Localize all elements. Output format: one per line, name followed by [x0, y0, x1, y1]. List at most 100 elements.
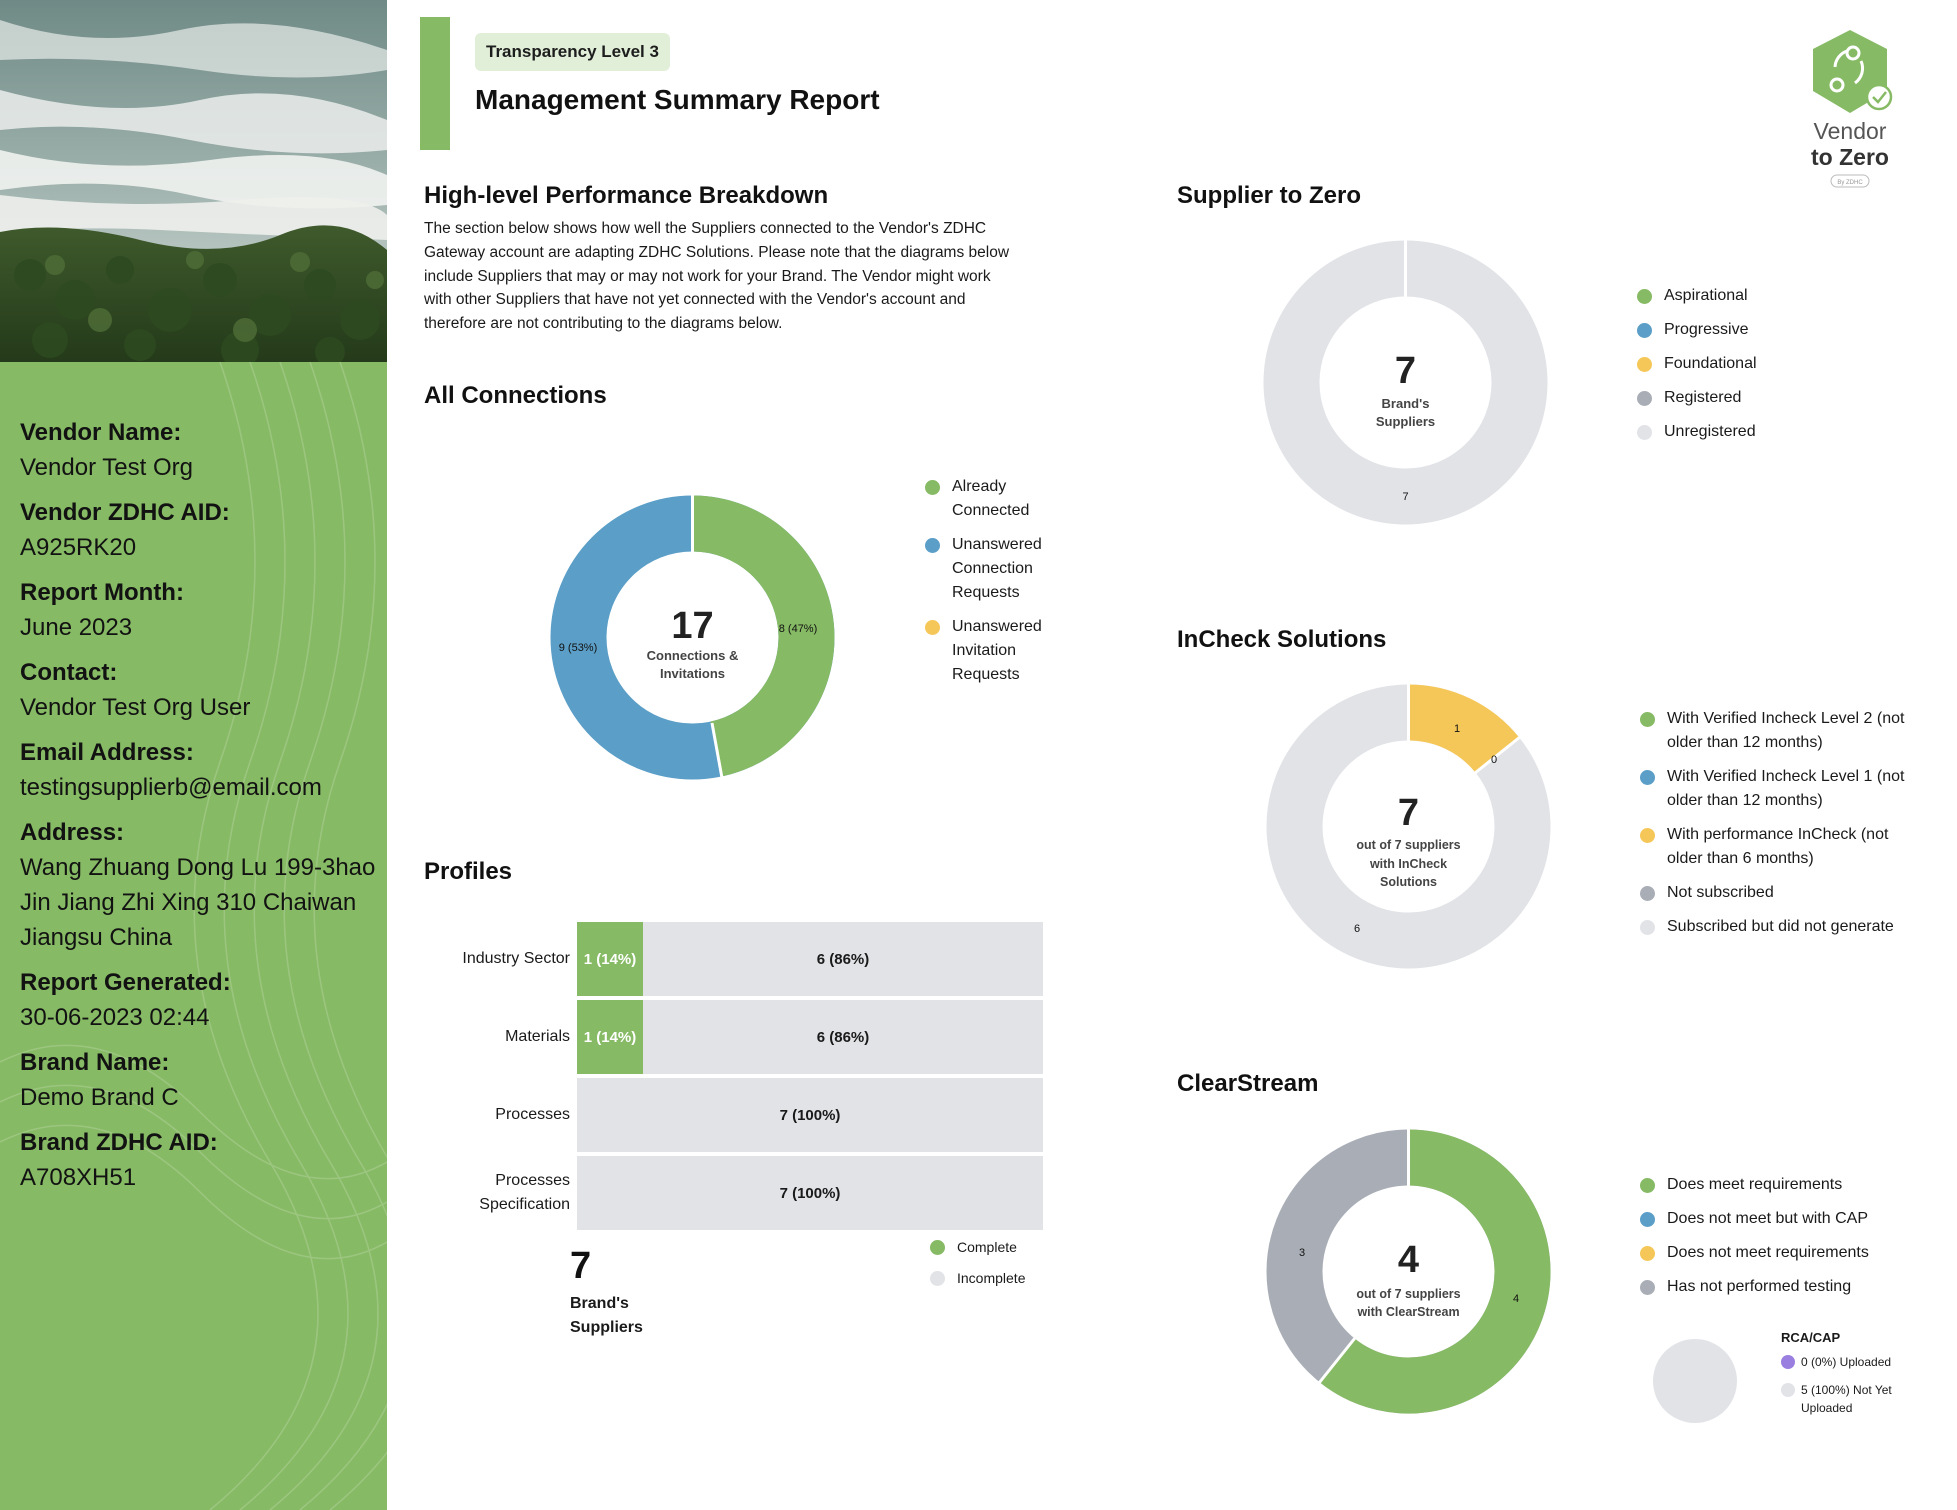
brand-aid-label: Brand ZDHC AID: — [20, 1129, 218, 1156]
sidebar: Vendor Name: Vendor Test Org Vendor ZDHC… — [0, 0, 387, 1510]
profile-row-processes-specification: Processes Specification 7 (100%) — [440, 1156, 1045, 1230]
all-connections-green-label: 8 (47%) — [779, 623, 818, 635]
all-connections-center-line2: Invitations — [660, 666, 725, 681]
legend-subscribed-not-generated: Subscribed but did not generate — [1640, 915, 1920, 939]
rca-cap-pie — [1653, 1339, 1737, 1423]
profiles-legend: Complete Incomplete — [930, 1235, 1070, 1290]
rca-uploaded-legend: 0 (0%) Uploaded — [1781, 1353, 1891, 1371]
incheck-yellow-label: 1 — [1454, 723, 1460, 735]
legend-foundational: Foundational — [1637, 352, 1877, 376]
legend-verified-level-1: With Verified Incheck Level 1 (not older… — [1640, 765, 1920, 813]
clearstream-donut: 4 out of 7 suppliers with ClearStream 4 … — [1266, 1129, 1551, 1414]
rca-not-uploaded-slice — [1653, 1339, 1737, 1423]
vendor-info: Vendor Name: Vendor Test Org Vendor ZDHC… — [20, 415, 380, 1195]
legend-not-meet-requirements: Does not meet requirements — [1640, 1241, 1920, 1265]
legend-not-meet-with-cap: Does not meet but with CAP — [1640, 1207, 1920, 1231]
page-title: Management Summary Report — [475, 84, 880, 115]
logo-tag: By ZDHC — [1837, 180, 1863, 186]
rca-not-uploaded-legend: 5 (100%) Not Yet Uploaded — [1781, 1381, 1892, 1417]
clearstream-legend: Does meet requirements Does not meet but… — [1640, 1173, 1920, 1309]
transparency-level-badge: Transparency Level 3 — [475, 33, 670, 71]
profile-row-industry-sector: Industry Sector 1 (14%) 6 (86%) — [440, 922, 1045, 996]
profile-complete-bar: 1 (14%) — [577, 922, 643, 996]
profile-row-materials: Materials 1 (14%) 6 (86%) — [440, 1000, 1045, 1074]
legend-not-subscribed: Not subscribed — [1640, 881, 1920, 905]
logo-line1: Vendor — [1814, 118, 1887, 144]
clearstream-center-line1: out of 7 suppliers — [1356, 1287, 1460, 1301]
supplier-to-zero-slice-label: 7 — [1402, 491, 1408, 503]
profile-label: Processes Specification — [479, 1172, 570, 1213]
clearstream-gray-label: 3 — [1299, 1247, 1305, 1259]
profiles-total-label: Brand's Suppliers — [570, 1295, 643, 1336]
supplier-to-zero-donut: 7 Brand's Suppliers 7 — [1263, 240, 1548, 525]
legend-meets-requirements: Does meet requirements — [1640, 1173, 1920, 1197]
brand-aid-value: A708XH51 — [20, 1164, 137, 1191]
all-connections-total: 17 — [671, 605, 713, 647]
contact-value: Vendor Test Org User — [20, 694, 251, 721]
vendor-name-value: Vendor Test Org — [20, 454, 193, 481]
profile-incomplete-bar: 7 (100%) — [577, 1156, 1043, 1230]
clearstream-title: ClearStream — [1177, 1070, 1319, 1097]
all-connections-center-line1: Connections & — [647, 648, 739, 663]
legend-registered: Registered — [1637, 386, 1877, 410]
all-connections-legend: Already Connected Unanswered Connection … — [925, 475, 1065, 687]
all-connections-blue-label: 9 (53%) — [559, 642, 598, 654]
performance-intro: The section below shows how well the Sup… — [424, 220, 1010, 333]
legend-unanswered-connection: Unanswered Connection Requests — [925, 533, 1065, 605]
rca-cap-title: RCA/CAP — [1781, 1330, 1841, 1345]
aerial-coast-photo — [0, 0, 387, 362]
performance-title: High-level Performance Breakdown — [424, 182, 829, 209]
vendor-aid-value: A925RK20 — [20, 534, 137, 561]
profile-label: Industry Sector — [462, 950, 570, 967]
legend-performance-incheck: With performance InCheck (not older than… — [1640, 823, 1920, 871]
clearstream-green-label: 4 — [1513, 1293, 1519, 1305]
profile-complete-bar: 1 (14%) — [577, 1000, 643, 1074]
profile-incomplete-bar: 6 (86%) — [643, 1000, 1043, 1074]
all-connections-connected-slice — [691, 495, 835, 777]
clearstream-center-line2: with ClearStream — [1356, 1305, 1459, 1319]
incheck-legend: With Verified Incheck Level 2 (not older… — [1640, 707, 1920, 939]
clearstream-meets-slice — [1319, 1129, 1551, 1414]
incheck-center-line3: Solutions — [1380, 875, 1437, 889]
incheck-title: InCheck Solutions — [1177, 626, 1387, 653]
supplier-to-zero-center-line1: Brand's — [1382, 396, 1430, 411]
vendor-aid-label: Vendor ZDHC AID: — [20, 499, 230, 526]
brand-name-value: Demo Brand C — [20, 1084, 179, 1111]
all-connections-donut: 17 Connections & Invitations 8 (47%) 9 (… — [550, 495, 835, 780]
incheck-zero-label: 0 — [1491, 754, 1497, 766]
contact-label: Contact: — [20, 659, 118, 686]
email-value: testingsupplierb@email.com — [20, 774, 322, 801]
report-month-label: Report Month: — [20, 579, 184, 606]
supplier-to-zero-total: 7 — [1395, 350, 1416, 392]
legend-aspirational: Aspirational — [1637, 284, 1877, 308]
vendor-name-label: Vendor Name: — [20, 419, 182, 446]
supplier-to-zero-center-line2: Suppliers — [1376, 414, 1435, 429]
profiles-total: 7 — [570, 1245, 592, 1287]
report-month-value: June 2023 — [20, 614, 133, 641]
topographic-pattern — [0, 362, 387, 1510]
supplier-to-zero-title: Supplier to Zero — [1177, 182, 1362, 209]
all-connections-title: All Connections — [424, 382, 607, 409]
legend-incomplete: Incomplete — [930, 1266, 1070, 1290]
legend-already-connected: Already Connected — [925, 475, 1065, 523]
legend-not-performed-testing: Has not performed testing — [1640, 1275, 1920, 1299]
email-label: Email Address: — [20, 739, 194, 766]
incheck-total: 7 — [1398, 792, 1419, 834]
brand-name-label: Brand Name: — [20, 1049, 170, 1076]
profile-label: Processes — [495, 1106, 570, 1123]
legend-complete: Complete — [930, 1235, 1070, 1259]
supplier-to-zero-legend: Aspirational Progressive Foundational Re… — [1637, 284, 1877, 454]
incheck-center-line2: with InCheck — [1369, 857, 1447, 871]
profiles-title: Profiles — [424, 858, 513, 885]
profile-label: Materials — [505, 1028, 570, 1045]
profile-row-processes: Processes 7 (100%) — [440, 1078, 1045, 1152]
legend-unregistered: Unregistered — [1637, 420, 1877, 444]
legend-unanswered-invitation: Unanswered Invitation Requests — [925, 615, 1065, 687]
report-generated-label: Report Generated: — [20, 969, 231, 996]
incheck-donut: 7 out of 7 suppliers with InCheck Soluti… — [1266, 684, 1551, 969]
incheck-light-label: 6 — [1354, 923, 1360, 935]
report-generated-value: 30-06-2023 02:44 — [20, 1004, 210, 1031]
profile-incomplete-bar: 6 (86%) — [643, 922, 1043, 996]
clearstream-total: 4 — [1398, 1239, 1419, 1281]
header-accent-bar — [420, 17, 450, 150]
